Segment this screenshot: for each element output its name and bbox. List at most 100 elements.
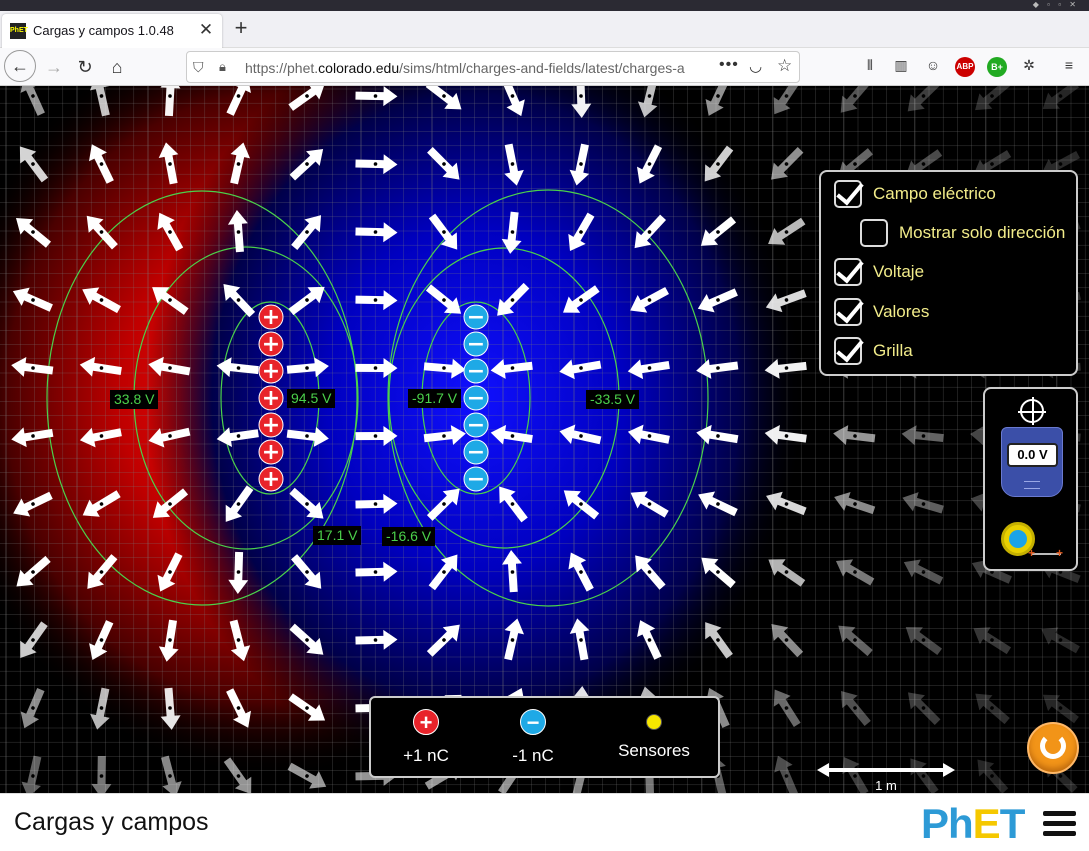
new-tab-button[interactable]: + (234, 15, 248, 40)
checkbox-box[interactable] (834, 258, 862, 286)
window-controls[interactable]: ◆ ▫ ▫ ✕ (1032, 0, 1079, 9)
positive-charge-sign: + (262, 332, 280, 357)
field-arrow (428, 554, 458, 591)
bookmark-star-icon[interactable]: ☆ (777, 56, 793, 75)
field-arrow (903, 559, 944, 585)
field-arrow (637, 86, 659, 118)
field-arrow (838, 625, 873, 657)
direction-only-checkbox[interactable]: Mostrar solo dirección (860, 219, 1065, 247)
negative-charge-source[interactable]: − -1 nC (478, 709, 588, 766)
positive-charge (258, 331, 284, 357)
extension-spy-icon[interactable]: ☺ (925, 57, 941, 73)
reset-icon (1040, 733, 1066, 759)
positive-charge (258, 304, 284, 330)
field-arrow (637, 620, 662, 660)
field-arrow (161, 755, 182, 793)
url-text[interactable]: https://phet.colorado.edu/sims/html/char… (245, 60, 685, 76)
field-arrow (901, 425, 944, 446)
sensor-source[interactable]: Sensores (599, 709, 709, 761)
field-arrow (907, 86, 941, 112)
field-arrow (152, 287, 189, 315)
back-button[interactable]: ← (4, 50, 36, 82)
field-arrow (425, 86, 462, 110)
checkbox-label: Grilla (873, 341, 913, 360)
negative-charge (463, 439, 489, 465)
browser-tab[interactable]: PhET Cargas y campos 1.0.48 ✕ (2, 14, 222, 48)
measuring-tape-icon[interactable] (1001, 522, 1035, 556)
field-arrow (148, 427, 191, 448)
field-arrow (355, 358, 398, 379)
positive-charge-source[interactable]: + +1 nC (371, 709, 481, 766)
field-arrow (423, 425, 466, 446)
field-arrow (89, 86, 110, 117)
simulation-area[interactable]: + + + + + + + − − − − − − − 33.8 V 94.5 V -91.7 V -33… (0, 86, 1089, 793)
checkbox-box[interactable] (860, 219, 888, 247)
browser-menu-icon[interactable]: ≡ (1064, 57, 1074, 73)
checkbox-box[interactable] (834, 298, 862, 326)
field-arrow (834, 491, 876, 515)
sensor-label: Sensores (618, 741, 690, 760)
field-arrow (82, 490, 121, 517)
sidebar-icon[interactable]: ▥ (894, 57, 908, 73)
voltmeter-tool[interactable]: 0.0 V (1001, 427, 1063, 497)
field-arrow (764, 358, 807, 379)
field-arrow (426, 624, 460, 657)
field-arrow (79, 427, 122, 448)
field-arrow (20, 688, 45, 729)
lock-icon[interactable]: 🔒︎ (219, 59, 226, 74)
field-arrow (497, 282, 530, 316)
negative-charge-sign: − (467, 359, 485, 384)
tracking-shield-icon[interactable]: ⛉ (193, 59, 204, 75)
pocket-icon[interactable]: ◡ (749, 58, 763, 75)
field-arrow (568, 212, 595, 252)
page-actions-icon[interactable]: ••• (719, 56, 739, 73)
field-arrow (21, 755, 42, 793)
checkbox-box[interactable] (834, 337, 862, 365)
field-arrow (571, 86, 592, 118)
grid-checkbox[interactable]: Grilla (834, 337, 913, 365)
field-arrow (705, 86, 731, 116)
values-checkbox[interactable]: Valores (834, 298, 929, 326)
extension-gear-icon[interactable]: ✲ (1023, 57, 1035, 73)
field-arrow (973, 627, 1012, 655)
equipotential-label: -16.6 V (382, 527, 436, 546)
field-arrow (286, 357, 329, 378)
positive-charge (258, 412, 284, 438)
negative-charge (463, 466, 489, 492)
electric-field-checkbox[interactable]: Campo eléctrico (834, 180, 996, 208)
field-arrow (771, 624, 804, 658)
adblock-icon[interactable]: ABP (955, 57, 975, 77)
reset-all-button[interactable] (1027, 722, 1079, 774)
phet-menu-icon[interactable] (1043, 811, 1076, 837)
field-arrow (773, 86, 801, 115)
field-arrow (705, 622, 733, 659)
equipotential-label: 33.8 V (110, 390, 159, 409)
extension-bplus-icon[interactable]: B+ (987, 57, 1007, 77)
field-arrow (627, 359, 670, 380)
negative-charge-icon[interactable]: − (520, 709, 546, 735)
scale-bar: 1 m (817, 762, 955, 793)
field-arrow (766, 491, 807, 516)
home-button[interactable]: ⌂ (111, 57, 123, 77)
positive-charge-icon[interactable]: + (413, 709, 439, 735)
field-arrow (427, 146, 460, 180)
field-arrow (1042, 694, 1079, 724)
reload-button[interactable]: ↻ (77, 57, 93, 77)
library-icon[interactable]: ⫴ (867, 57, 873, 73)
tab-close-icon[interactable]: ✕ (198, 20, 214, 39)
phet-logo[interactable]: PhET (921, 800, 1025, 847)
field-arrow (89, 620, 114, 661)
measurement-tools-panel: 0.0 V + + (983, 387, 1078, 571)
field-arrow (977, 759, 1009, 793)
field-arrow (500, 86, 525, 117)
field-arrow (288, 86, 325, 111)
voltage-checkbox[interactable]: Voltaje (834, 258, 924, 286)
checkbox-box[interactable] (834, 180, 862, 208)
checkbox-label: Valores (873, 302, 930, 321)
field-arrow (86, 215, 118, 250)
address-bar[interactable]: ⛉ 🔒︎ https://phet.colorado.edu/sims/html… (186, 51, 800, 83)
forward-button[interactable]: → (45, 57, 63, 77)
field-arrow (905, 149, 943, 177)
sensor-icon[interactable] (646, 714, 662, 730)
voltmeter-crosshair-icon[interactable] (1018, 397, 1046, 425)
